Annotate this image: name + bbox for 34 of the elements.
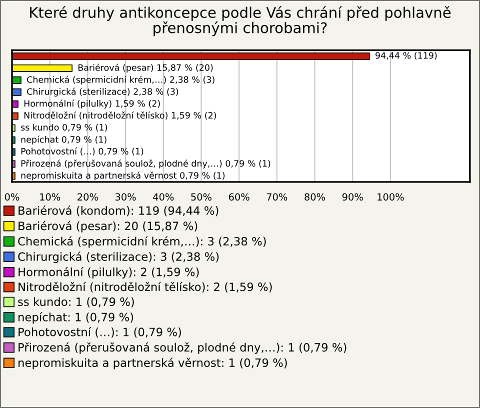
legend-label: Chirurgická (sterilizace): 3 (2,38 %) <box>18 252 219 264</box>
legend-label: nepromiskuita a partnerská věrnost: 1 (0,79 %) <box>18 358 287 370</box>
x-tick-label: 30% <box>115 193 136 201</box>
data-label: Přirozená (přerušovaná soulož, plodné dny,…) 0,79 % (1) <box>21 160 270 168</box>
legend-label: ss kundo: 1 (0,79 %) <box>18 297 134 308</box>
data-label: Chemická (spermicidní krém,…) 2,38 % (3) <box>27 76 214 85</box>
x-tick-label: 100% <box>378 193 404 201</box>
x-tick-label: 90% <box>342 193 363 201</box>
data-label: nepíchat 0,79 % (1) <box>21 136 106 144</box>
x-tick-label: 40% <box>153 193 174 201</box>
legend-label: nepíchat: 1 (0,79 %) <box>18 312 134 324</box>
data-label: Bariérová (pesar) 15,87 % (20) <box>78 64 213 73</box>
legend-label: Chemická (spermicidní krém,…): 3 (2,38 %) <box>18 236 266 248</box>
data-label: 94,44 % (119) <box>376 52 437 60</box>
data-label: Nitroděložní (nitroděložní tělísko) 1,59 % (2) <box>24 111 216 120</box>
legend-label: Bariérová (kondom): 119 (94,44 %) <box>18 206 218 216</box>
legend-label: Hormonální (pilulky): 2 (1,59 %) <box>18 266 199 278</box>
legend-label: Pohotovostní (…): 1 (0,79 %) <box>18 327 181 338</box>
x-tick-label: 80% <box>304 193 326 201</box>
x-tick-label: 0% <box>4 193 20 201</box>
data-label: Chirurgická (sterilizace) 2,38 % (3) <box>27 88 178 97</box>
legend-label: Přirozená (přerušovaná soulož, plodné dny,…): 1 (0,79 %) <box>18 342 346 354</box>
x-tick-label: 60% <box>228 193 250 201</box>
legend-label: Nitroděložní (nitroděložní tělísko): 2 (1,59 %) <box>18 282 272 292</box>
chart-title: Které druhy antikoncepce podle Vás chrání před pohlavně přenosnými chorobami? <box>30 6 451 36</box>
data-label: nepromiskuita a partnerská věrnost 0,79 % (1) <box>21 172 225 180</box>
x-tick-label: 50% <box>191 193 212 201</box>
data-label: Pohotovostní (…) 0,79 % (1) <box>21 147 144 156</box>
x-tick-label: 10% <box>40 193 60 201</box>
data-label: Hormonální (pilulky) 1,59 % (2) <box>24 100 160 109</box>
legend-label: Bariérová (pesar): 20 (15,87 %) <box>18 220 198 232</box>
data-label: ss kundo 0,79 % (1) <box>21 124 108 132</box>
x-tick-label: 70% <box>266 193 288 201</box>
x-tick-label: 20% <box>78 193 98 201</box>
